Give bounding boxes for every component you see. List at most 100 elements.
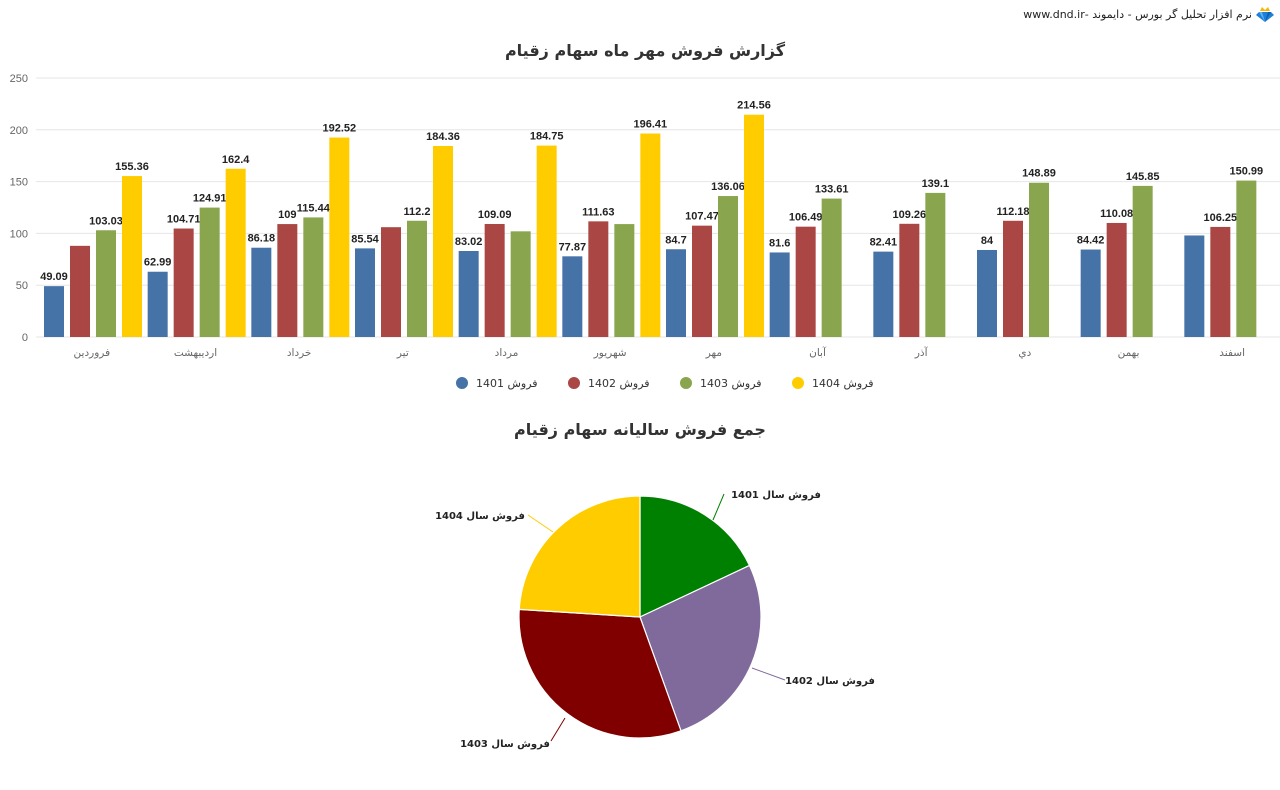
bar-value-label: 82.41 <box>870 237 898 249</box>
bar-value-label: 148.89 <box>1022 168 1056 180</box>
pie-slice-label: فروش سال 1404 <box>435 511 525 522</box>
pie-slice-label: فروش سال 1403 <box>460 739 550 750</box>
legend-label: فروش 1404 <box>812 377 874 390</box>
bar-chart-title: گزارش فروش مهر ماه سهام زقیام <box>505 41 786 60</box>
bar <box>303 217 324 337</box>
pie-labels: فروش سال 1401 فروش سال 1402 فروش سال 1403 ف… <box>435 490 875 750</box>
brand-text: نرم افزار تحلیل گر بورس - دایموند -www.d… <box>1023 7 1252 21</box>
x-category-label: شهریور <box>593 347 627 359</box>
bar-value-label: 133.61 <box>815 184 849 196</box>
bar <box>225 168 246 337</box>
y-tick-label: 100 <box>10 228 28 240</box>
x-category-label: مرداد <box>495 347 519 359</box>
bar-value-label: 84.7 <box>665 234 686 246</box>
bar-value-label: 77.87 <box>559 241 587 253</box>
bar-value-label: 162.4 <box>222 154 250 166</box>
bar-value-label: 106.49 <box>789 212 823 224</box>
bar <box>925 192 946 337</box>
bar <box>96 230 116 337</box>
pie-slice <box>518 608 682 739</box>
bar <box>562 256 583 337</box>
bar <box>433 146 453 337</box>
pie-slice <box>639 495 751 618</box>
bar <box>1029 182 1049 337</box>
legend-item[interactable]: فروش 1401 <box>456 377 538 390</box>
bar <box>407 220 427 337</box>
x-category-label: اردیبهشت <box>174 347 217 359</box>
pie-label-connector <box>527 514 554 533</box>
bar-value-label: 104.71 <box>167 214 201 226</box>
bar <box>355 248 375 337</box>
bar-value-label: 184.36 <box>426 131 460 143</box>
bar-value-label: 192.52 <box>323 123 357 135</box>
bar <box>1080 249 1101 337</box>
x-category-label: فروردین <box>74 347 111 359</box>
bar-value-label: 84.42 <box>1077 235 1105 247</box>
bar <box>173 228 194 337</box>
legend-marker-icon <box>792 377 804 389</box>
bar-series: 49.09 103.03 155.36 62.99 104.71 124.91 162.4 8… <box>40 100 1263 337</box>
bar <box>381 227 401 337</box>
bar-value-label: 110.08 <box>1100 208 1133 220</box>
y-tick-label: 200 <box>10 125 28 137</box>
legend-marker-icon <box>568 377 580 389</box>
bar-value-label: 150.99 <box>1230 166 1264 178</box>
bar <box>44 286 64 337</box>
bar <box>122 176 142 337</box>
diamond-crown-icon <box>1256 7 1274 22</box>
bar-value-label: 81.6 <box>769 237 790 249</box>
bar <box>147 271 168 337</box>
legend-marker-icon <box>456 377 468 389</box>
bar <box>70 245 90 337</box>
x-category-label: خرداد <box>287 347 312 359</box>
bar <box>1210 226 1231 337</box>
bar <box>666 249 686 337</box>
bar-value-label: 155.36 <box>115 161 149 173</box>
legend-item[interactable]: فروش 1402 <box>568 377 650 390</box>
legend-marker-icon <box>680 377 692 389</box>
bar <box>199 207 220 337</box>
bar-value-label: 136.06 <box>711 181 745 193</box>
pie-slice <box>518 495 641 618</box>
bar-value-label: 49.09 <box>40 271 68 283</box>
bar-value-label: 184.75 <box>530 131 564 143</box>
bar-value-label: 112.18 <box>996 206 1029 218</box>
legend-label: فروش 1403 <box>700 377 762 390</box>
bar-value-label: 124.91 <box>193 193 227 205</box>
bar-value-label: 112.2 <box>404 206 431 218</box>
bar <box>1184 235 1205 337</box>
x-category-label: مهر <box>705 347 722 359</box>
y-tick-label: 150 <box>10 177 28 189</box>
legend-label: فروش 1402 <box>588 377 650 390</box>
pie-slice-label: فروش سال 1402 <box>785 676 875 687</box>
bar-value-label: 139.1 <box>922 178 950 190</box>
bar <box>977 249 997 337</box>
x-category-label: اسفند <box>1219 347 1245 359</box>
legend-item[interactable]: فروش 1403 <box>680 377 762 390</box>
bar <box>588 221 609 337</box>
bar <box>458 250 479 337</box>
bar-value-label: 145.85 <box>1126 171 1160 183</box>
bar <box>873 251 894 337</box>
bar-value-label: 109.09 <box>478 209 512 221</box>
pie-chart-title: جمع فروش سالیانه سهام زقیام <box>514 420 766 439</box>
bar <box>821 198 842 337</box>
bar-value-label: 111.63 <box>582 206 614 218</box>
bar <box>769 252 790 337</box>
bar-value-label: 214.56 <box>737 100 771 112</box>
pie-label-connector <box>712 493 725 521</box>
y-tick-label: 250 <box>10 73 28 85</box>
pie-label-connector <box>751 667 786 681</box>
legend-item[interactable]: فروش 1404 <box>792 377 874 390</box>
bar <box>744 114 764 337</box>
bar-value-label: 85.54 <box>351 233 379 245</box>
legend-label: فروش 1401 <box>476 377 538 390</box>
bar-value-label: 106.25 <box>1204 212 1238 224</box>
legend: فروش 1401 فروش 1402 فروش 1403 فروش 1404 <box>456 377 874 390</box>
x-category-label: آذر <box>914 346 929 359</box>
bar <box>795 226 816 337</box>
bar <box>1236 180 1257 337</box>
bar <box>1106 222 1127 337</box>
bar <box>1132 185 1153 337</box>
x-category-label: دي <box>1018 347 1031 359</box>
